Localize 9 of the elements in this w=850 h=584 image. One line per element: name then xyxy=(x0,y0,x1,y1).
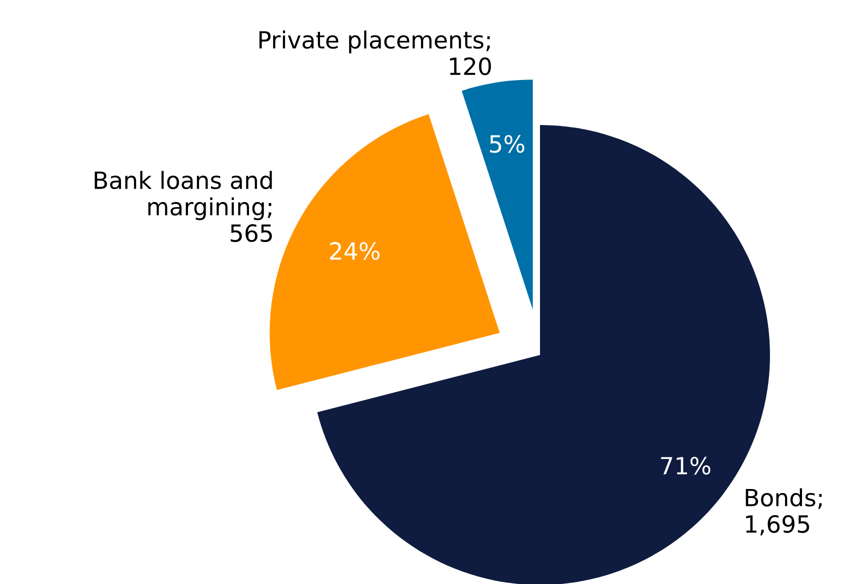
data-label: 5% xyxy=(490,134,524,153)
data-label: 24% xyxy=(330,242,380,260)
data-label: 71% xyxy=(661,456,710,475)
category-label: Bank loans and margining; xyxy=(94,170,272,220)
category-label: Bonds; xyxy=(746,488,822,509)
text: 1,695 xyxy=(746,515,810,536)
text: 565 xyxy=(230,224,272,242)
category-label: Private placements; xyxy=(259,30,490,54)
text: 120 xyxy=(450,57,491,76)
